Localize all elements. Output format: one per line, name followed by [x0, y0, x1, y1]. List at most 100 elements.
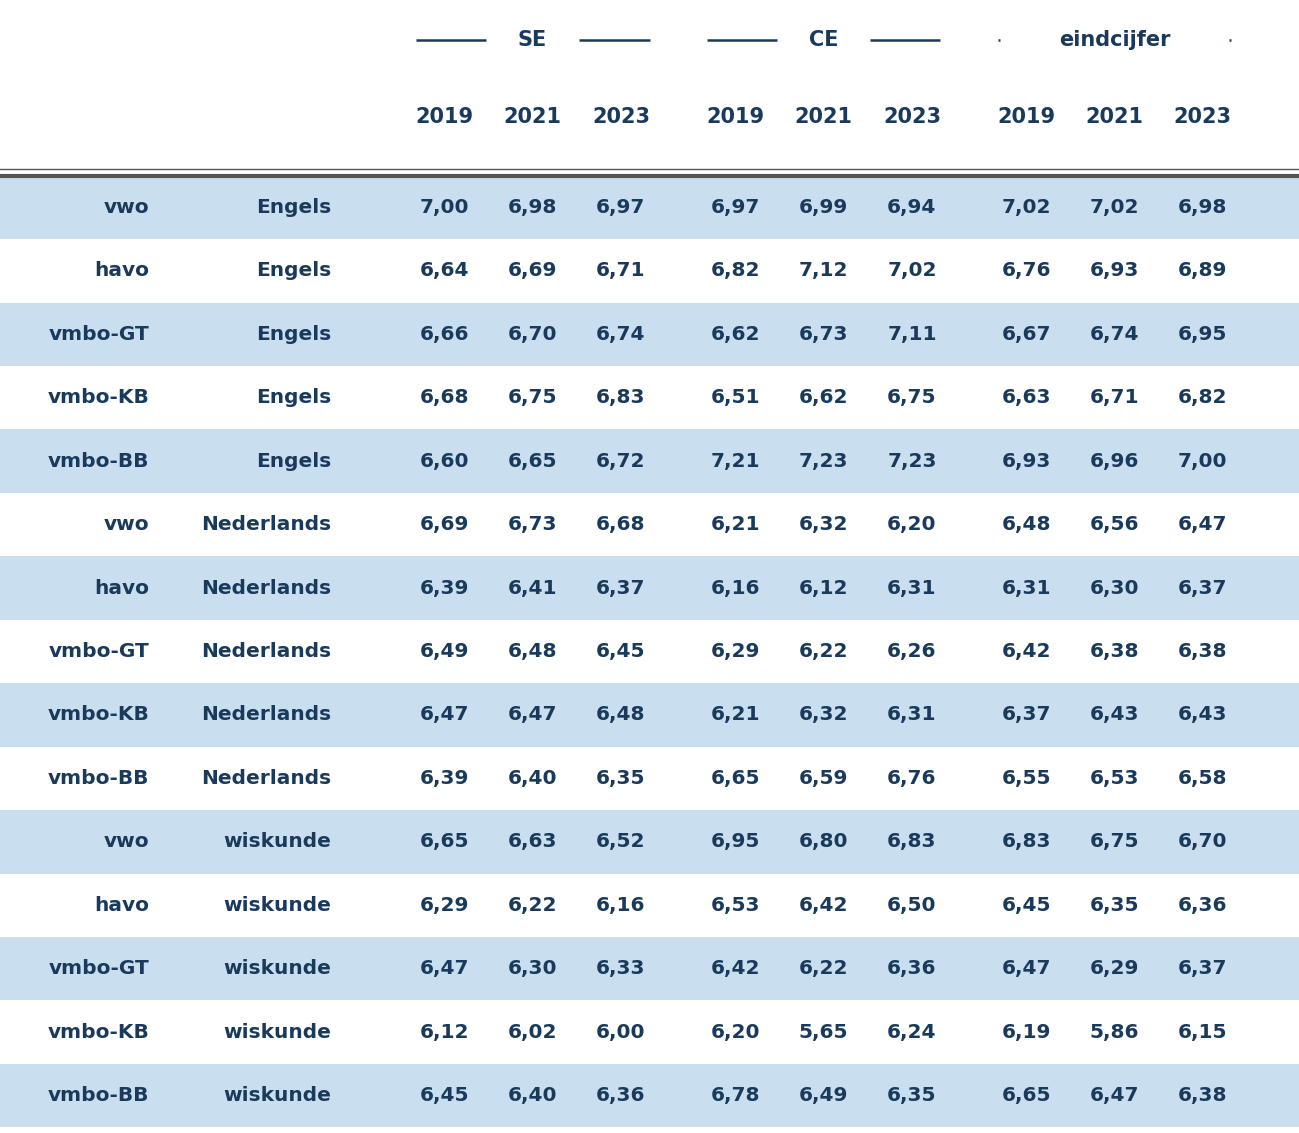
Bar [0, 874, 1299, 937]
Text: 6,74: 6,74 [1090, 325, 1139, 343]
Text: 7,23: 7,23 [887, 452, 937, 470]
Text: Nederlands: Nederlands [201, 516, 331, 534]
Text: 6,38: 6,38 [1090, 642, 1139, 661]
Text: 6,00: 6,00 [596, 1023, 646, 1041]
Bar [0, 429, 1299, 493]
Text: 6,45: 6,45 [420, 1087, 469, 1105]
Bar [0, 366, 1299, 429]
Text: 6,22: 6,22 [508, 896, 557, 914]
Text: 6,82: 6,82 [711, 262, 760, 280]
Text: 6,69: 6,69 [420, 516, 469, 534]
Text: Engels: Engels [256, 262, 331, 280]
Text: 6,68: 6,68 [596, 516, 646, 534]
Text: 6,29: 6,29 [420, 896, 469, 914]
Text: 6,47: 6,47 [1178, 516, 1228, 534]
Text: 6,45: 6,45 [596, 642, 646, 661]
Text: vwo: vwo [104, 198, 149, 216]
Text: 6,65: 6,65 [420, 833, 469, 851]
Text: 6,95: 6,95 [1178, 325, 1228, 343]
Bar [0, 1064, 1299, 1127]
Text: 6,93: 6,93 [1090, 262, 1139, 280]
Text: 6,36: 6,36 [887, 960, 937, 978]
Text: 6,31: 6,31 [887, 579, 937, 597]
Text: 6,59: 6,59 [799, 769, 848, 787]
Text: 6,47: 6,47 [1002, 960, 1051, 978]
Text: vmbo-GT: vmbo-GT [48, 642, 149, 661]
Text: 6,73: 6,73 [799, 325, 848, 343]
Text: 6,63: 6,63 [1002, 389, 1051, 407]
Text: 6,53: 6,53 [1090, 769, 1139, 787]
Text: vmbo-KB: vmbo-KB [48, 706, 149, 724]
Text: 6,30: 6,30 [508, 960, 557, 978]
Bar [0, 747, 1299, 810]
Text: eindcijfer: eindcijfer [1059, 29, 1170, 50]
Text: 6,47: 6,47 [420, 960, 469, 978]
Text: 6,72: 6,72 [596, 452, 646, 470]
Text: 2023: 2023 [1174, 107, 1231, 127]
Text: 6,58: 6,58 [1178, 769, 1228, 787]
Bar [0, 176, 1299, 239]
Text: 6,16: 6,16 [711, 579, 760, 597]
Text: 6,65: 6,65 [1002, 1087, 1051, 1105]
Text: Engels: Engels [256, 452, 331, 470]
Text: 6,73: 6,73 [508, 516, 557, 534]
Text: 6,83: 6,83 [887, 833, 937, 851]
Text: 6,42: 6,42 [799, 896, 848, 914]
Bar [0, 937, 1299, 1000]
Text: 6,70: 6,70 [508, 325, 557, 343]
Text: 6,66: 6,66 [420, 325, 469, 343]
Text: wiskunde: wiskunde [223, 833, 331, 851]
Text: 6,21: 6,21 [711, 706, 760, 724]
Text: 6,75: 6,75 [887, 389, 937, 407]
Text: wiskunde: wiskunde [223, 1023, 331, 1041]
Text: vmbo-BB: vmbo-BB [48, 452, 149, 470]
Text: 6,56: 6,56 [1090, 516, 1139, 534]
Text: 6,95: 6,95 [711, 833, 760, 851]
Text: 6,40: 6,40 [508, 1087, 557, 1105]
Text: 6,70: 6,70 [1178, 833, 1228, 851]
Text: 6,76: 6,76 [887, 769, 937, 787]
Text: 6,50: 6,50 [887, 896, 937, 914]
Text: 6,65: 6,65 [711, 769, 760, 787]
Text: 6,21: 6,21 [711, 516, 760, 534]
Text: CE: CE [809, 29, 838, 50]
Text: vmbo-KB: vmbo-KB [48, 1023, 149, 1041]
Text: 6,37: 6,37 [1178, 579, 1228, 597]
Text: wiskunde: wiskunde [223, 960, 331, 978]
Text: 6,94: 6,94 [887, 198, 937, 216]
Text: 6,52: 6,52 [596, 833, 646, 851]
Text: 6,32: 6,32 [799, 706, 848, 724]
Text: 6,20: 6,20 [711, 1023, 760, 1041]
Text: 6,39: 6,39 [420, 769, 469, 787]
Text: 6,37: 6,37 [1178, 960, 1228, 978]
Text: 6,43: 6,43 [1090, 706, 1139, 724]
Text: vwo: vwo [104, 833, 149, 851]
Text: 6,98: 6,98 [508, 198, 557, 216]
Text: 6,98: 6,98 [1178, 198, 1228, 216]
Text: havo: havo [95, 896, 149, 914]
Text: 6,49: 6,49 [799, 1087, 848, 1105]
Text: 7,12: 7,12 [799, 262, 848, 280]
Text: vmbo-BB: vmbo-BB [48, 1087, 149, 1105]
Text: Nederlands: Nederlands [201, 579, 331, 597]
Text: 6,48: 6,48 [508, 642, 557, 661]
Text: 6,36: 6,36 [1178, 896, 1228, 914]
Text: 6,29: 6,29 [711, 642, 760, 661]
Text: vwo: vwo [104, 516, 149, 534]
Text: 6,97: 6,97 [711, 198, 760, 216]
Text: 7,02: 7,02 [1002, 198, 1051, 216]
Bar [0, 683, 1299, 747]
Text: 6,41: 6,41 [508, 579, 557, 597]
Text: 7,21: 7,21 [711, 452, 760, 470]
Text: 6,62: 6,62 [711, 325, 760, 343]
Text: Engels: Engels [256, 325, 331, 343]
Text: 6,37: 6,37 [1002, 706, 1051, 724]
Text: Nederlands: Nederlands [201, 706, 331, 724]
Text: 6,71: 6,71 [596, 262, 646, 280]
Text: 6,12: 6,12 [799, 579, 848, 597]
Text: 6,69: 6,69 [508, 262, 557, 280]
Text: 6,47: 6,47 [420, 706, 469, 724]
Text: 5,65: 5,65 [799, 1023, 848, 1041]
Text: 6,36: 6,36 [596, 1087, 646, 1105]
Text: Engels: Engels [256, 198, 331, 216]
